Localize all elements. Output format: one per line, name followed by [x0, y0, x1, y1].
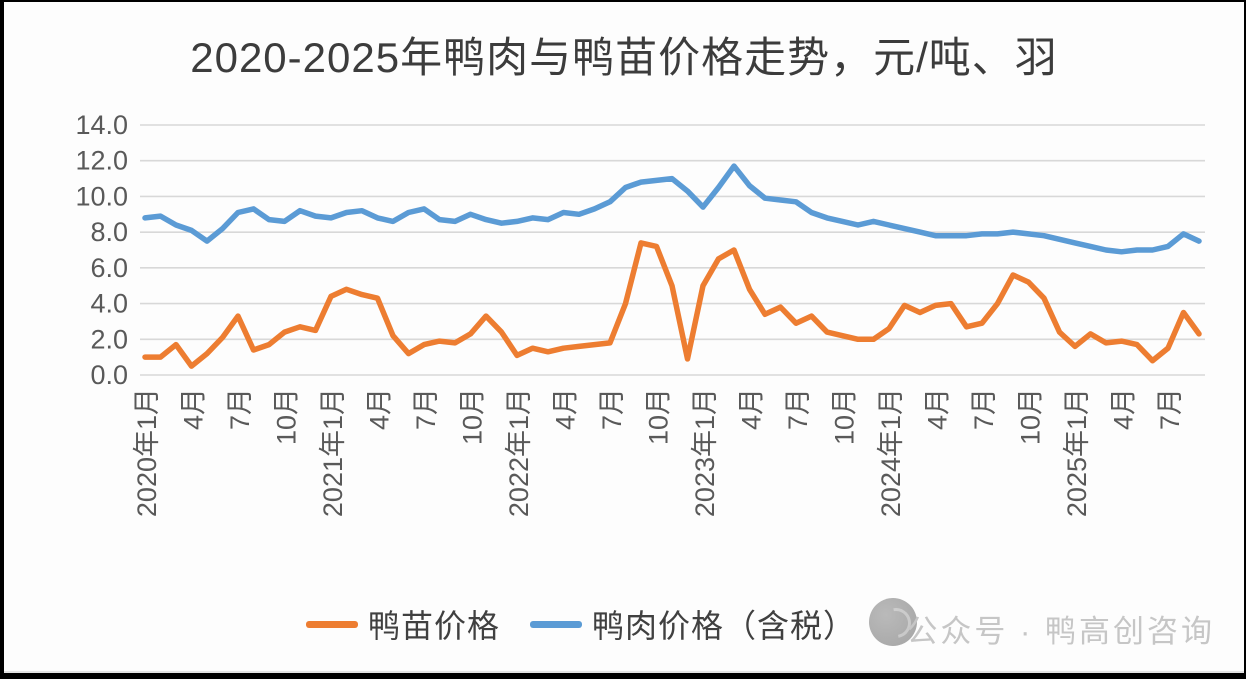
- chart-title: 2020-2025年鸭肉与鸭苗价格走势，元/吨、羽: [190, 34, 1058, 81]
- x-tick-label: 7月: [783, 388, 813, 430]
- y-tick-label: 8.0: [90, 217, 128, 247]
- duck-meat-price-line-swatch: [530, 620, 583, 628]
- x-tick-label: 2020年1月: [132, 388, 162, 517]
- x-tick-label: 10月: [272, 388, 302, 445]
- x-tick-label: 10月: [458, 388, 488, 445]
- watermark: 公众号 · 鸭高创咨询: [906, 614, 1215, 649]
- x-tick-label: 4月: [1109, 388, 1139, 430]
- legend-item-duckling-price: 鸭苗价格: [306, 601, 500, 647]
- watermark-logo-icon: [869, 598, 917, 646]
- x-tick-label: 4月: [923, 388, 953, 430]
- y-tick-label: 6.0: [90, 253, 128, 283]
- gridlines: [140, 124, 1205, 376]
- x-tick-label: 4月: [551, 388, 581, 430]
- y-tick-label: 2.0: [90, 324, 128, 354]
- x-tick-label: 10月: [1016, 388, 1046, 445]
- duckling-price-line-swatch: [306, 620, 358, 628]
- x-tick-label: 10月: [644, 388, 674, 445]
- chart-canvas: 2020-2025年鸭肉与鸭苗价格走势，元/吨、羽 0.0 2.0 4.0 6.0 8.…: [4, 2, 1244, 673]
- legend-item-duck-meat-price: 鸭肉价格（含税）: [530, 601, 856, 647]
- x-tick-label: 2021年1月: [318, 388, 348, 517]
- y-tick-label: 0.0: [90, 360, 128, 390]
- y-tick-label: 14.0: [75, 110, 128, 140]
- y-tick-label: 12.0: [75, 146, 128, 176]
- series-line-鸭苗价格: [142, 240, 1202, 369]
- x-tick-label: 2025年1月: [1062, 388, 1092, 517]
- x-tick-label: 4月: [365, 388, 395, 430]
- legend-label-duckling-price: 鸭苗价格: [368, 608, 501, 644]
- x-tick-label: 7月: [1155, 388, 1185, 430]
- x-tick-label: 10月: [830, 388, 860, 445]
- x-tick-label: 2024年1月: [876, 388, 906, 517]
- x-tick-label: 7月: [225, 388, 255, 430]
- series-line-鸭肉价格（含税）: [142, 163, 1202, 255]
- y-axis-labels: 0.0 2.0 4.0 6.0 8.0 10.0 12.0 14.0: [75, 110, 128, 390]
- legend-label-duck-meat-price: 鸭肉价格（含税）: [592, 608, 857, 644]
- x-tick-label: 7月: [597, 388, 627, 430]
- x-tick-label: 4月: [737, 388, 767, 430]
- y-tick-label: 4.0: [90, 289, 128, 319]
- x-tick-label: 2022年1月: [504, 388, 534, 517]
- price-trend-chart: 0.0 2.0 4.0 6.0 8.0 10.0 12.0 14.0 2020年1月 4月 7月 10…: [75, 110, 1205, 517]
- x-tick-label: 7月: [411, 388, 441, 430]
- x-tick-label: 2023年1月: [690, 388, 720, 517]
- x-tick-label: 7月: [969, 388, 999, 430]
- legend: 鸭苗价格 鸭肉价格（含税）: [306, 604, 856, 644]
- x-tick-label: 4月: [179, 388, 209, 430]
- x-axis-labels: 2020年1月 4月 7月 10月 2021年1月 4月 7月 10月 2022年1月 4月 7月 1…: [132, 388, 1185, 517]
- y-tick-label: 10.0: [75, 181, 128, 211]
